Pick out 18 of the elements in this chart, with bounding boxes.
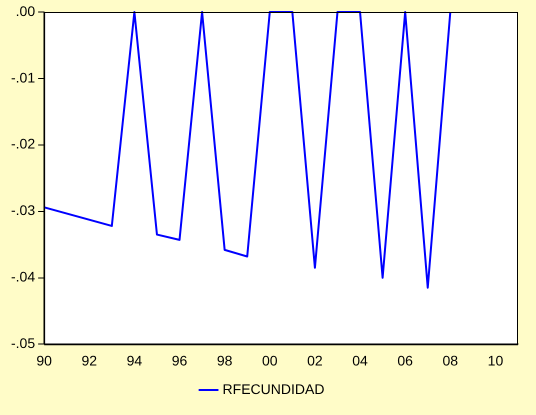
x-tick-label: 96 (172, 352, 188, 368)
y-tick-label: -.04 (11, 268, 36, 285)
x-tick-label: 92 (81, 352, 98, 368)
x-tick-label: 94 (126, 352, 142, 368)
x-tick-label: 00 (262, 352, 278, 368)
x-tick-label: 90 (36, 352, 52, 368)
x-tick-label: 10 (488, 352, 504, 368)
y-tick-label: .00 (16, 2, 36, 19)
y-tick-label: -.05 (11, 335, 36, 352)
legend-label: RFECUNDIDAD (222, 380, 324, 397)
y-tick-label: -.03 (11, 202, 36, 218)
x-tick-label: 02 (307, 352, 323, 368)
x-tick-label: 06 (397, 352, 414, 368)
x-tick-label: 08 (442, 352, 458, 368)
x-tick-label: 04 (352, 352, 368, 368)
x-tick-label: 98 (216, 352, 233, 368)
y-tick-label: -.02 (11, 136, 36, 152)
y-tick-label: -.01 (11, 69, 36, 86)
